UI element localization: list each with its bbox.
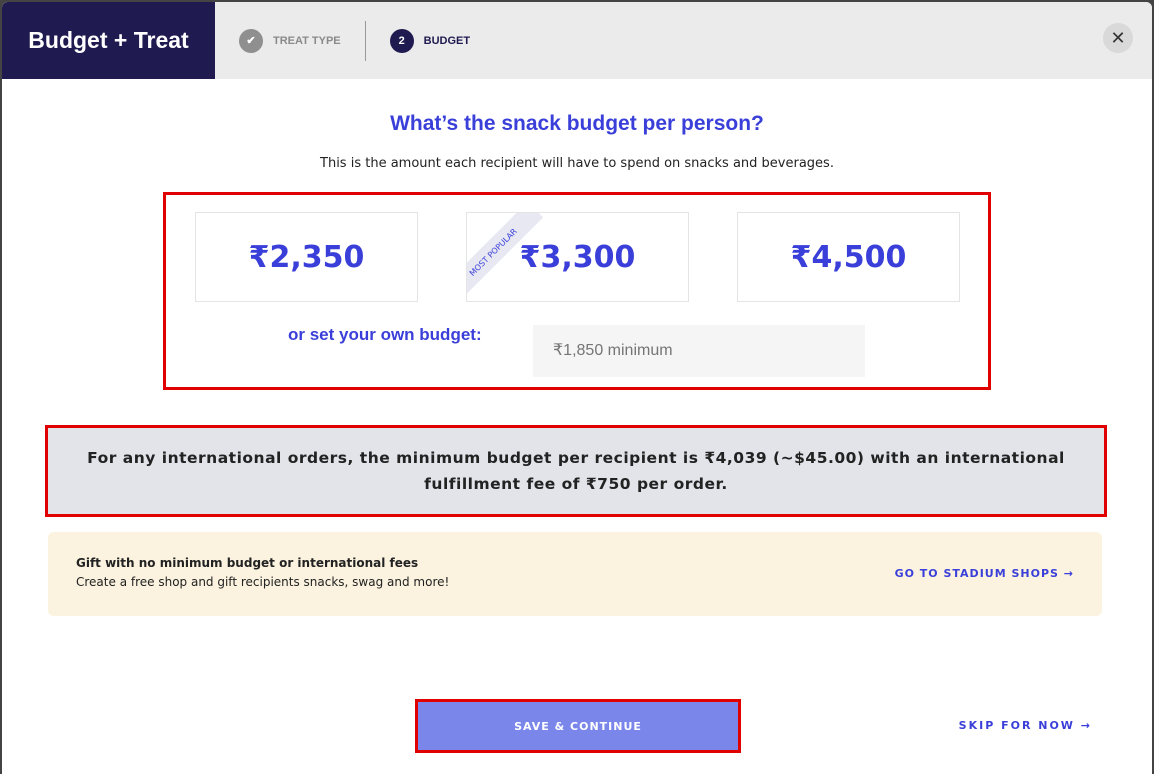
skip-for-now-link[interactable]: SKIP FOR NOW → [958, 719, 1092, 732]
go-to-stadium-shops-link[interactable]: GO TO STADIUM SHOPS → [894, 567, 1074, 580]
step-budget: 2 BUDGET [389, 28, 471, 53]
option-amount: ₹4,500 [790, 239, 907, 275]
gift-banner: Gift with no minimum budget or internati… [48, 532, 1102, 616]
step-treat-type[interactable]: ✔ TREAT TYPE [239, 28, 341, 53]
own-budget-input[interactable] [533, 325, 865, 377]
page-subtitle: This is the amount each recipient will h… [320, 156, 834, 171]
international-notice: For any international orders, the minimu… [45, 425, 1107, 517]
budget-options: ₹2,350 MOST POPULAR ₹3,300 ₹4,500 or set … [163, 192, 991, 390]
gift-title: Gift with no minimum budget or internati… [76, 556, 419, 570]
gift-text: Create a free shop and gift recipients s… [76, 575, 450, 589]
budget-option-2350[interactable]: ₹2,350 [195, 212, 418, 302]
option-amount: ₹3,300 [519, 239, 636, 275]
check-icon: ✔ [239, 28, 263, 53]
option-amount: ₹2,350 [248, 239, 365, 275]
close-icon[interactable]: ✕ [1103, 23, 1133, 53]
modal-title: Budget + Treat [2, 2, 215, 79]
page-title: What’s the snack budget per person? [390, 112, 764, 135]
step-divider [364, 20, 366, 61]
own-budget-label: or set your own budget: [288, 325, 482, 344]
budget-option-4500[interactable]: ₹4,500 [737, 212, 960, 302]
save-continue-button[interactable]: SAVE & CONTINUE [415, 699, 741, 753]
step-number: 2 [389, 28, 414, 53]
step-label: TREAT TYPE [273, 34, 341, 47]
step-label: BUDGET [423, 34, 471, 47]
budget-option-3300[interactable]: MOST POPULAR ₹3,300 [466, 212, 689, 302]
modal-header: Budget + Treat ✔ TREAT TYPE 2 BUDGET ✕ [2, 2, 1152, 79]
